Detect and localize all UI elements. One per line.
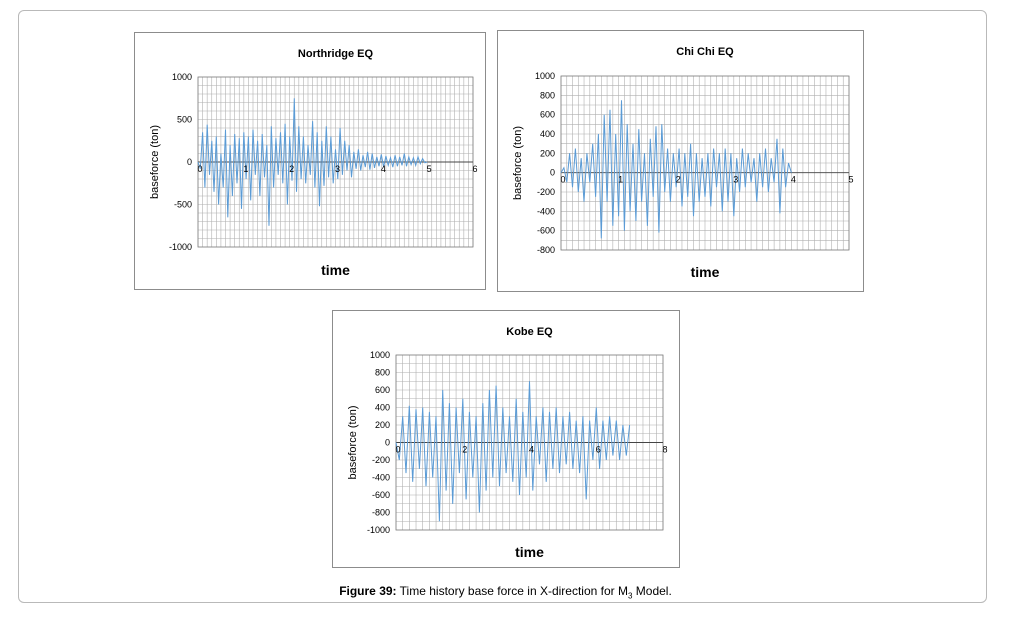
y-tick-label: 200: [375, 420, 390, 430]
y-tick-label: 0: [187, 157, 192, 167]
y-tick-label: 1000: [172, 72, 192, 82]
y-tick-label: -500: [174, 200, 192, 210]
y-tick-label: 600: [540, 110, 555, 120]
chart-title: Kobe EQ: [506, 326, 553, 338]
x-tick-label: 1: [243, 164, 248, 174]
chart-title: Chi Chi EQ: [676, 46, 734, 58]
x-tick-label: 4: [791, 175, 796, 185]
series-line: [395, 381, 631, 522]
y-tick-label: -200: [537, 187, 555, 197]
y-axis-label: baseforce (ton): [512, 126, 524, 200]
chart-panel-kobe: 1000 800 600 400 200 0 -200 -400 -600 -800 -1000 0 2…: [332, 310, 680, 568]
y-tick-label: -400: [372, 473, 390, 483]
y-tick-label: 400: [540, 129, 555, 139]
y-tick-label: 800: [375, 368, 390, 378]
y-tick-label: -1000: [169, 242, 192, 252]
y-tick-label: -800: [372, 508, 390, 518]
x-tick-label: 5: [427, 164, 432, 174]
chart-kobe: 1000 800 600 400 200 0 -200 -400 -600 -800 -1000 0 2…: [347, 326, 668, 560]
y-tick-label: -600: [537, 226, 555, 236]
x-axis-label: time: [321, 262, 350, 278]
grid: [560, 75, 850, 251]
x-tick-label: 6: [596, 445, 601, 455]
caption-text-end: Model.: [632, 584, 672, 598]
x-tick-label: 0: [197, 164, 202, 174]
x-tick-label: 2: [289, 164, 294, 174]
x-tick-label: 5: [848, 175, 853, 185]
x-tick-label: 3: [335, 164, 340, 174]
x-tick-label: 3: [733, 175, 738, 185]
x-tick-label: 4: [381, 164, 386, 174]
x-tick-label: 0: [395, 445, 400, 455]
y-tick-label: 200: [540, 148, 555, 158]
chart-chichi: 1000 800 600 400 200 0 -200 -400 -600 -800 0 1 2 3 4 5 C…: [512, 46, 854, 280]
y-axis-label: baseforce (ton): [347, 406, 359, 480]
y-tick-label: 1000: [535, 71, 555, 81]
x-tick-label: 4: [529, 445, 534, 455]
x-axis-label: time: [691, 264, 720, 280]
y-tick-label: 600: [375, 385, 390, 395]
y-tick-label: -600: [372, 490, 390, 500]
chart-northridge: 1000 500 0 -500 -1000 0 1 2 3 4 5 6 Northridge EQ tim…: [149, 48, 478, 278]
caption-subscript: 3: [627, 591, 633, 601]
caption-label: Figure 39:: [339, 584, 397, 598]
caption-text: Time history base force in X-direction f…: [399, 584, 628, 598]
plot-area: [560, 75, 850, 251]
x-tick-label: 0: [560, 175, 565, 185]
y-tick-label: -800: [537, 245, 555, 255]
y-tick-label: -400: [537, 206, 555, 216]
chart-panel-northridge: 1000 500 0 -500 -1000 0 1 2 3 4 5 6 Northridge EQ tim…: [134, 32, 486, 290]
y-tick-label: 1000: [370, 350, 390, 360]
series-line: [197, 98, 428, 226]
x-tick-label: 1: [618, 175, 623, 185]
x-axis-label: time: [515, 544, 544, 560]
x-tick-label: 2: [676, 175, 681, 185]
y-tick-label: 800: [540, 90, 555, 100]
y-tick-label: -1000: [367, 525, 390, 535]
y-tick-label: 0: [550, 168, 555, 178]
chart-panel-chichi: 1000 800 600 400 200 0 -200 -400 -600 -800 0 1 2 3 4 5 C…: [497, 30, 864, 292]
y-tick-label: 400: [375, 403, 390, 413]
y-tick-label: 0: [385, 438, 390, 448]
series-line: [560, 100, 792, 239]
y-tick-label: -200: [372, 455, 390, 465]
x-tick-label: 6: [472, 164, 477, 174]
x-tick-label: 2: [462, 445, 467, 455]
x-tick-label: 8: [662, 445, 667, 455]
y-axis-label: baseforce (ton): [149, 125, 161, 199]
figure-caption: Figure 39: Time history base force in X-…: [0, 584, 1011, 600]
y-tick-label: 500: [177, 115, 192, 125]
chart-title: Northridge EQ: [298, 48, 374, 60]
